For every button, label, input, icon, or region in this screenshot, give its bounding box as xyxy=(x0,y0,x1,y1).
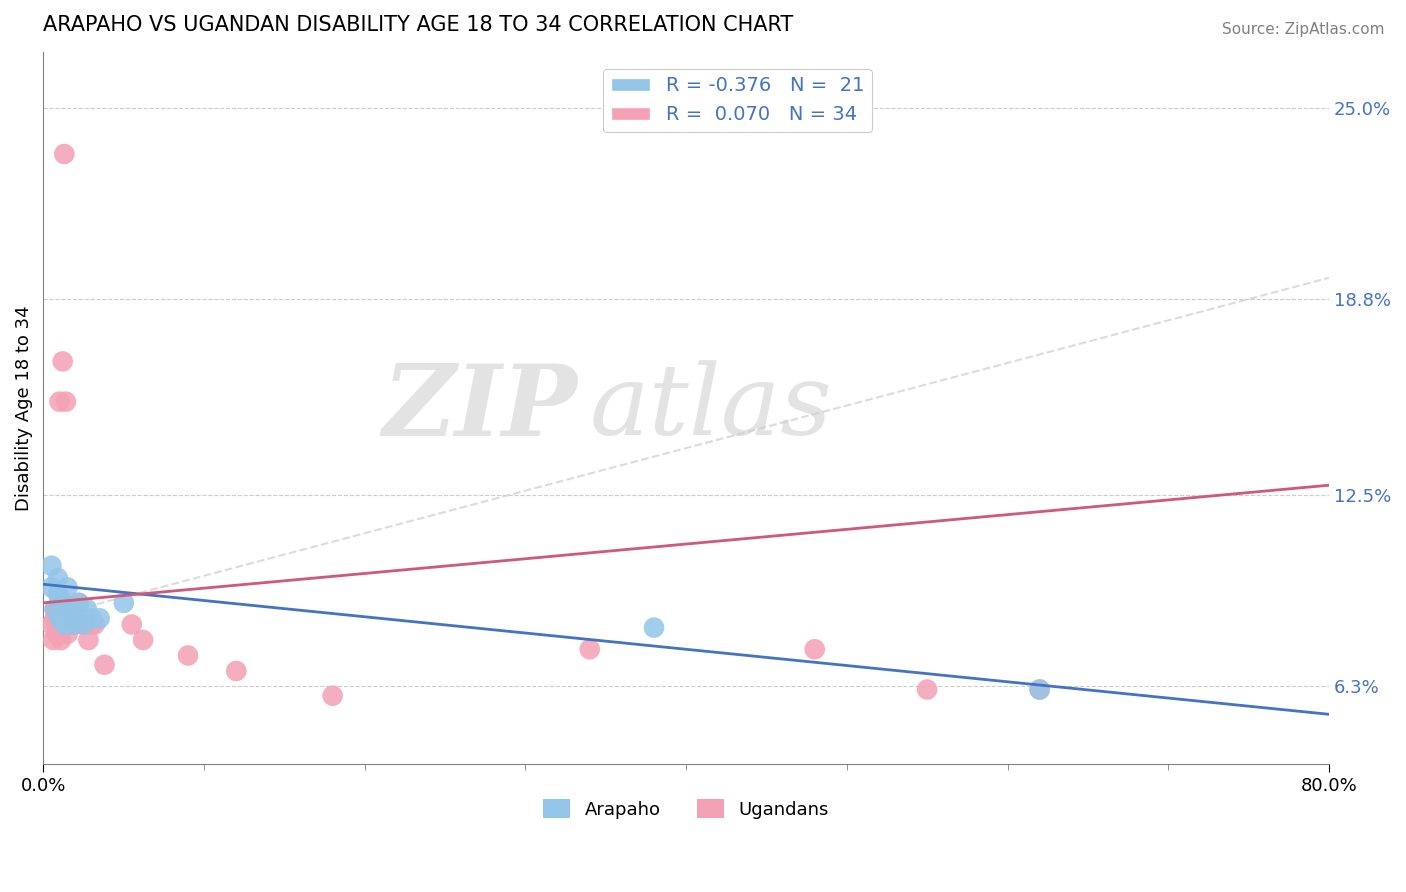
Point xyxy=(67,596,90,610)
Point xyxy=(1028,682,1050,697)
Point xyxy=(93,657,115,672)
Point xyxy=(121,617,143,632)
Point xyxy=(48,611,70,625)
Point xyxy=(53,147,76,161)
Legend: Arapaho, Ugandans: Arapaho, Ugandans xyxy=(536,792,837,826)
Y-axis label: Disability Age 18 to 34: Disability Age 18 to 34 xyxy=(15,305,32,510)
Point xyxy=(44,611,66,625)
Point xyxy=(42,632,65,647)
Point xyxy=(65,617,87,632)
Point xyxy=(56,627,79,641)
Point xyxy=(41,580,63,594)
Point xyxy=(53,602,76,616)
Point xyxy=(53,617,76,632)
Point xyxy=(45,627,67,641)
Point xyxy=(643,621,665,635)
Point xyxy=(112,596,135,610)
Point xyxy=(1028,682,1050,697)
Point xyxy=(915,682,938,697)
Point xyxy=(67,596,90,610)
Point xyxy=(52,596,75,610)
Point xyxy=(80,611,103,625)
Point xyxy=(89,611,111,625)
Point xyxy=(44,602,66,616)
Point xyxy=(56,580,79,594)
Point xyxy=(46,617,69,632)
Point xyxy=(803,642,825,657)
Point xyxy=(578,642,600,657)
Point xyxy=(59,602,82,616)
Point xyxy=(41,617,63,632)
Point xyxy=(76,602,98,616)
Text: atlas: atlas xyxy=(589,360,832,456)
Point xyxy=(60,602,83,616)
Point xyxy=(225,664,247,678)
Point xyxy=(80,617,103,632)
Text: Source: ZipAtlas.com: Source: ZipAtlas.com xyxy=(1222,22,1385,37)
Text: ZIP: ZIP xyxy=(382,359,576,456)
Point xyxy=(52,617,75,632)
Point xyxy=(48,590,70,604)
Point xyxy=(44,602,66,616)
Point xyxy=(132,632,155,647)
Point xyxy=(55,394,77,409)
Point xyxy=(45,617,67,632)
Point xyxy=(83,617,105,632)
Point xyxy=(46,602,69,616)
Text: ARAPAHO VS UGANDAN DISABILITY AGE 18 TO 34 CORRELATION CHART: ARAPAHO VS UGANDAN DISABILITY AGE 18 TO … xyxy=(44,15,793,35)
Point xyxy=(65,611,87,625)
Point xyxy=(77,632,100,647)
Point xyxy=(46,571,69,585)
Point xyxy=(52,354,75,368)
Point xyxy=(322,689,344,703)
Point xyxy=(72,617,94,632)
Point xyxy=(52,596,75,610)
Point xyxy=(72,617,94,632)
Point xyxy=(58,617,80,632)
Point xyxy=(60,617,83,632)
Point xyxy=(48,394,70,409)
Point xyxy=(46,586,69,600)
Point xyxy=(48,627,70,641)
Point xyxy=(49,632,72,647)
Point xyxy=(41,558,63,573)
Point xyxy=(55,611,77,625)
Point xyxy=(48,611,70,625)
Point xyxy=(177,648,200,663)
